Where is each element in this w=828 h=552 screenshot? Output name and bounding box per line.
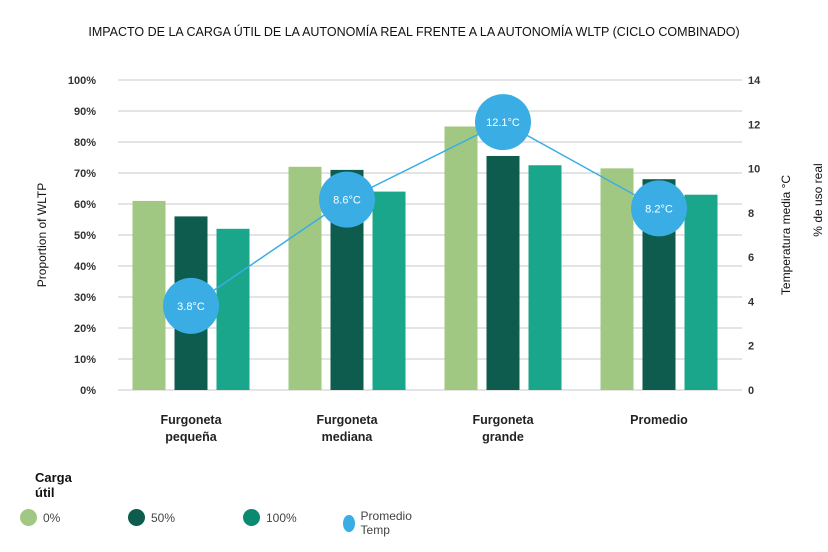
temp-marker-label: 8.6°C <box>333 195 361 207</box>
y-tick-label: 20% <box>74 323 96 335</box>
category-labels: Furgoneta pequeña Furgoneta mediana Furgonet… <box>160 413 688 444</box>
legend-swatch-temp <box>343 514 355 532</box>
legend-item-100: 100% <box>243 509 297 526</box>
y-axis-label: Proportion of WLTP <box>35 183 49 287</box>
bar-100pct <box>216 228 250 390</box>
category-label: Furgoneta pequeña <box>160 413 222 444</box>
y2-tick-label: 8 <box>748 208 754 220</box>
temp-markers: 3.8°C 8.6°C 12.1°C 8.2°C <box>163 94 687 334</box>
y-tick-label: 50% <box>74 230 96 242</box>
bar-50pct <box>486 155 520 390</box>
temp-line-path <box>190 121 660 307</box>
temp-marker-label: 3.8°C <box>177 301 205 313</box>
temp-marker-label: 12.1°C <box>486 117 520 129</box>
left-axis-ticks: 0% 10% 20% 30% 40% 50% 60% 70% 80% 90% 100% <box>68 75 96 397</box>
y-tick-label: 90% <box>74 106 96 118</box>
bar-0pct <box>288 166 322 390</box>
category-label: Furgoneta mediana <box>316 413 378 444</box>
bars <box>132 126 718 390</box>
legend-item-0: 0% <box>20 509 60 526</box>
temp-marker <box>631 180 687 237</box>
category-label: Furgoneta grande <box>472 413 534 444</box>
temp-line <box>190 121 660 307</box>
legend-label-0: 0% <box>43 510 61 525</box>
chart-title: IMPACTO DE LA CARGA ÚTIL DE LA AUTONOMÍA… <box>88 24 739 39</box>
bar-0pct <box>600 168 634 390</box>
y-tick-label: 40% <box>74 261 96 273</box>
legend-swatch-50 <box>128 509 145 526</box>
temp-marker-label: 8.2°C <box>645 203 673 215</box>
bar-100pct <box>684 194 718 390</box>
legend-title: Carga útil <box>35 470 72 500</box>
temp-marker <box>319 171 375 228</box>
y2-tick-label: 12 <box>748 119 760 131</box>
temp-marker <box>475 94 531 151</box>
legend-label-temp: Promedio Temp <box>360 509 412 537</box>
legend-swatch-100 <box>243 509 260 526</box>
right-axis-ticks: 0 2 4 6 8 10 12 14 <box>748 75 761 397</box>
bar-100pct <box>528 165 562 390</box>
legend-label-50: 50% <box>151 510 176 525</box>
y2-tick-label: 0 <box>748 385 754 397</box>
y2-tick-label: 14 <box>748 75 761 87</box>
bar-0pct <box>132 200 166 390</box>
temp-marker <box>163 277 219 334</box>
y2-axis-label: Temperatura media °C <box>779 175 793 296</box>
y-tick-label: 30% <box>74 292 96 304</box>
y-tick-label: 10% <box>74 354 96 366</box>
y-tick-label: 80% <box>74 137 96 149</box>
y2-tick-label: 4 <box>748 296 755 308</box>
y2-axis-outer-label: % de uso real <box>811 163 825 236</box>
legend-item-temp: Promedio Temp <box>343 509 417 537</box>
y-tick-label: 0% <box>80 385 96 397</box>
y2-tick-label: 10 <box>748 164 760 176</box>
y2-tick-label: 6 <box>748 252 754 264</box>
bar-100pct <box>372 191 406 390</box>
y2-tick-label: 2 <box>748 341 754 353</box>
y-tick-label: 70% <box>74 168 96 180</box>
legend-label-100: 100% <box>266 510 297 525</box>
category-label: Promedio <box>630 413 688 427</box>
y-tick-label: 60% <box>74 199 96 211</box>
bar-0pct <box>444 126 478 390</box>
legend-item-50: 50% <box>128 509 175 526</box>
y-tick-label: 100% <box>68 75 96 87</box>
legend-swatch-0 <box>20 509 37 526</box>
